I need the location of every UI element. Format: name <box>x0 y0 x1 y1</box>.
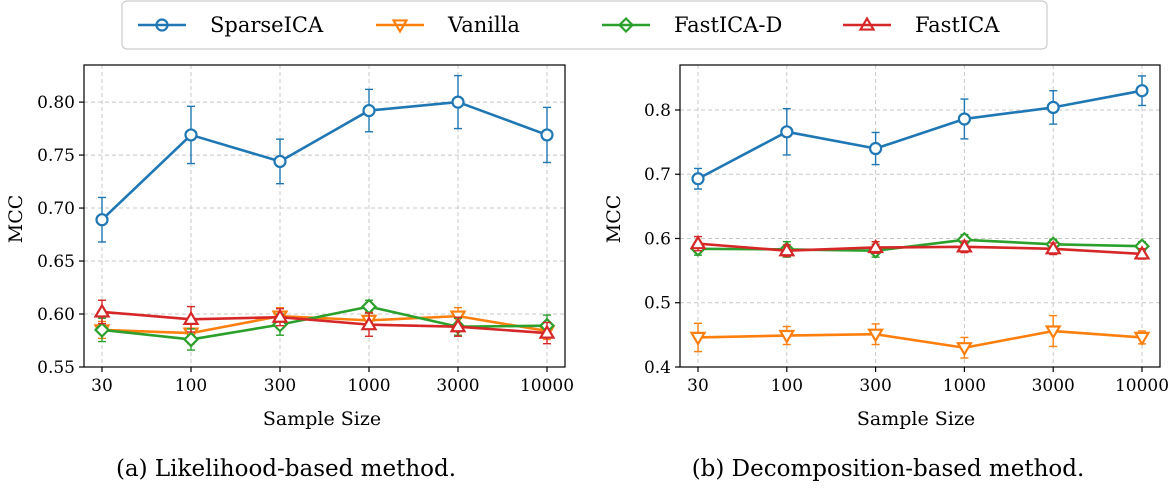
y-tick-label: 0.65 <box>37 252 75 272</box>
data-point-sparseica <box>957 112 972 126</box>
grid-b <box>680 65 1160 368</box>
data-point-vanilla <box>1133 331 1151 347</box>
y-tick-label: 0.7 <box>644 165 671 185</box>
plot-frame-a <box>83 64 566 368</box>
legend-marker-vanilla <box>391 19 409 34</box>
legend-label-fastica-d: FastICA-D <box>674 13 782 37</box>
data-point-fastica <box>271 308 289 323</box>
data-point-fastica <box>867 238 885 254</box>
data-point-fastica <box>182 310 200 325</box>
y-tick-label: 0.60 <box>37 305 75 325</box>
x-tick-label: 1000 <box>347 376 390 396</box>
x-tick-label: 10000 <box>520 376 574 396</box>
data-point-fastica <box>93 303 111 318</box>
data-point-vanilla <box>1044 325 1062 340</box>
y-tick-label: 0.5 <box>644 294 671 314</box>
data-point-sparseica <box>1046 100 1060 115</box>
data-point-sparseica <box>184 128 198 142</box>
data-point-sparseica <box>1135 84 1149 98</box>
legend-frame <box>121 0 1048 50</box>
data-point-sparseica <box>95 213 109 227</box>
series-line-vanilla <box>697 329 1143 350</box>
y-tick-label: 0.6 <box>644 229 671 249</box>
y-tick-label: 0.8 <box>644 101 671 121</box>
data-point-fastica-d <box>93 321 111 338</box>
data-point-fastica <box>538 324 556 339</box>
x-tick-label: 30 <box>687 376 709 396</box>
data-point-fastica <box>360 315 378 331</box>
data-point-fastica <box>1133 245 1151 260</box>
series-line-sparseica <box>101 100 548 221</box>
y-tick-label: 0.80 <box>37 93 75 113</box>
legend-marker-fastica-d <box>617 16 635 34</box>
data-point-vanilla <box>778 329 796 345</box>
legend: SparseICA Vanilla FastICA-D FastICA <box>121 0 1048 50</box>
data-point-vanilla <box>689 331 707 347</box>
series-line-vanilla <box>101 314 548 335</box>
x-tick-label: 1000 <box>943 376 986 396</box>
data-point-fastica <box>449 318 467 333</box>
legend-label-fastica: FastICA <box>915 13 1000 37</box>
x-tick-label: 3000 <box>1032 376 1075 396</box>
y-tick-label: 0.55 <box>37 358 75 378</box>
legend-label-sparseica: SparseICA <box>210 13 324 37</box>
legend-marker-sparseica <box>155 18 169 32</box>
data-point-sparseica <box>273 154 287 169</box>
legend-item-vanilla: Vanilla <box>376 13 520 37</box>
y-axis-title-b: MCC <box>603 195 625 244</box>
caption-b: (b) Decomposition-based method. <box>692 456 1085 482</box>
series-fastica-d <box>689 231 1151 259</box>
series-fastica <box>689 234 1151 260</box>
series-sparseica <box>691 75 1149 190</box>
y-tick-label: 0.70 <box>37 199 75 219</box>
series-vanilla <box>689 314 1151 359</box>
data-point-sparseica <box>868 141 883 156</box>
data-point-fastica <box>1044 240 1062 255</box>
legend-label-vanilla: Vanilla <box>447 13 520 37</box>
data-point-sparseica <box>691 172 705 186</box>
data-point-vanilla <box>867 328 885 343</box>
y-tick-label: 0.75 <box>37 146 75 166</box>
series-line-fastica-d <box>101 305 548 341</box>
x-tick-label: 10000 <box>1115 376 1168 396</box>
x-tick-label: 300 <box>264 376 296 396</box>
series-fastica-d <box>93 298 556 351</box>
data-point-fastica-d <box>182 331 200 348</box>
caption-a: (a) Likelihood-based method. <box>116 456 456 482</box>
data-point-fastica <box>778 242 796 257</box>
x-axis-title-b: Sample Size <box>857 408 975 430</box>
series-sparseica <box>95 74 554 243</box>
legend-marker-fastica <box>858 16 876 31</box>
data-point-fastica-d <box>360 298 378 315</box>
panel-b: MCC Sample Size (b) Decomposition-based … <box>603 64 1168 482</box>
series-line-sparseica <box>697 89 1143 180</box>
legend-item-fastica-d: FastICA-D <box>602 13 782 37</box>
data-point-sparseica <box>780 125 794 139</box>
legend-item-fastica: FastICA <box>843 13 1000 37</box>
plot-frame-b <box>679 64 1161 368</box>
series-line-fastica <box>697 242 1143 256</box>
data-point-sparseica <box>540 128 554 142</box>
series-line-fastica <box>101 310 548 335</box>
data-point-sparseica <box>451 95 465 109</box>
x-tick-label: 100 <box>771 376 803 396</box>
data-point-fastica <box>689 234 707 250</box>
series-fastica <box>93 299 556 345</box>
data-point-sparseica <box>362 103 376 118</box>
legend-item-sparseica: SparseICA <box>138 13 324 37</box>
data-point-fastica <box>955 238 973 253</box>
x-tick-label: 30 <box>91 376 113 396</box>
panel-a: MCC Sample Size (a) Likelihood-based met… <box>5 64 574 482</box>
x-tick-label: 3000 <box>436 376 479 396</box>
y-axis-title-a: MCC <box>5 195 27 244</box>
x-tick-label: 300 <box>859 376 891 396</box>
y-tick-label: 0.4 <box>644 358 671 378</box>
data-point-vanilla <box>955 342 973 357</box>
x-axis-title-a: Sample Size <box>263 408 381 430</box>
x-tick-label: 100 <box>175 376 207 396</box>
